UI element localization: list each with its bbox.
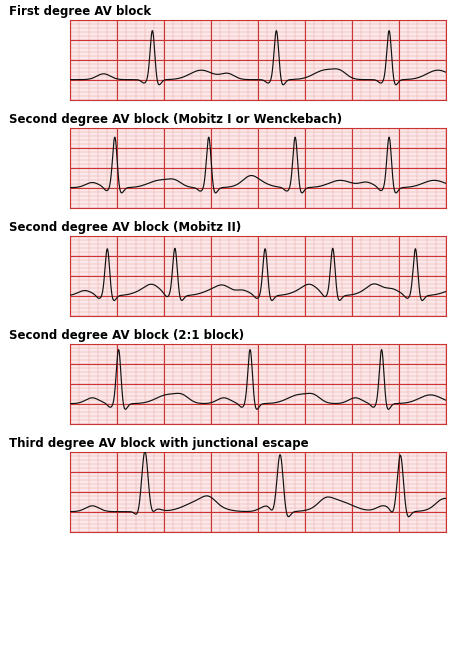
Text: Second degree AV block (2:1 block): Second degree AV block (2:1 block) [9, 329, 244, 342]
Text: Second degree AV block (Mobitz I or Wenckebach): Second degree AV block (Mobitz I or Wenc… [9, 113, 342, 126]
Text: First degree AV block: First degree AV block [9, 5, 151, 18]
Text: Second degree AV block (Mobitz II): Second degree AV block (Mobitz II) [9, 221, 241, 234]
Text: Third degree AV block with junctional escape: Third degree AV block with junctional es… [9, 437, 309, 450]
